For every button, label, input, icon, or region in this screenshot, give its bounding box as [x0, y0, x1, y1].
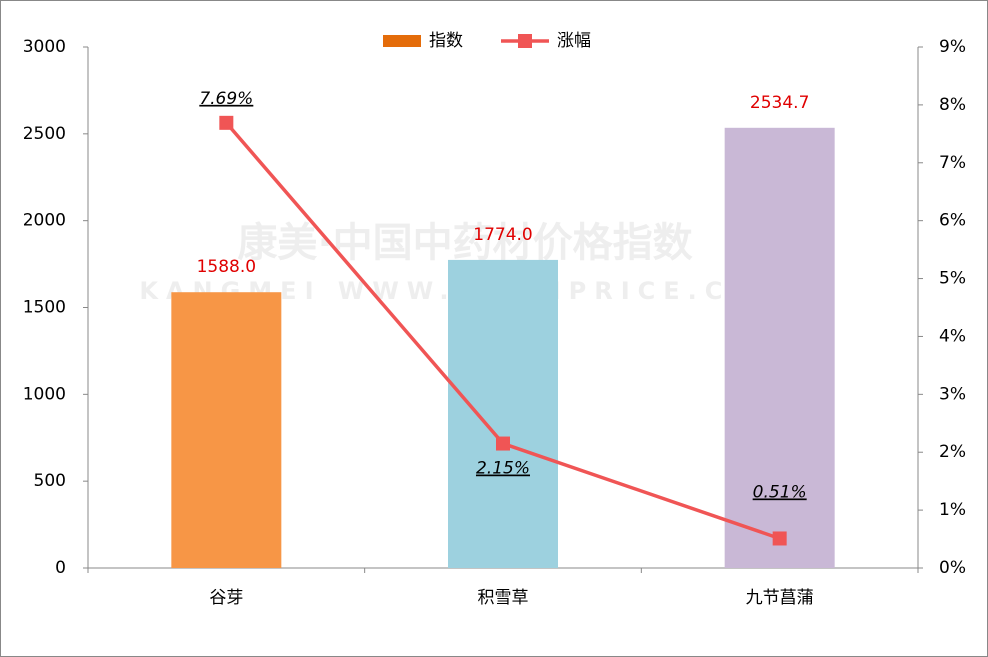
y2-tick-label: 2%	[939, 442, 966, 462]
bar	[171, 292, 282, 568]
x-tick-label: 积雪草	[478, 588, 529, 608]
line-marker	[219, 115, 234, 130]
y-tick-label: 1500	[23, 298, 66, 318]
bar	[448, 259, 558, 568]
y2-tick-label: 8%	[939, 95, 966, 115]
y-tick-label: 3000	[23, 37, 66, 57]
y-tick-label: 2500	[23, 124, 66, 144]
legend-swatch	[383, 35, 421, 47]
x-tick-label: 谷芽	[209, 588, 243, 608]
y2-tick-label: 7%	[939, 153, 966, 173]
legend-swatch	[518, 34, 532, 48]
y2-tick-label: 3%	[939, 384, 966, 404]
y2-tick-label: 5%	[939, 269, 966, 289]
line-value-label: 7.69%	[199, 89, 253, 109]
bar-value-label: 1588.0	[197, 257, 256, 277]
y2-tick-label: 1%	[939, 500, 966, 520]
line-value-label: 0.51%	[753, 482, 807, 502]
y2-tick-label: 0%	[939, 558, 966, 578]
legend-label: 指数	[429, 31, 463, 51]
bar-value-label: 1774.0	[473, 225, 532, 245]
legend-label: 涨幅	[557, 31, 591, 51]
y-tick-label: 1000	[23, 384, 66, 404]
y2-tick-label: 6%	[939, 211, 966, 231]
y2-tick-label: 4%	[939, 326, 966, 346]
watermark: 康美·中国中药材价格指数	[237, 220, 692, 266]
line-marker	[496, 436, 510, 451]
bar-value-label: 2534.7	[750, 93, 809, 113]
y-tick-label: 0	[55, 558, 66, 578]
x-tick-label: 九节菖蒲	[746, 588, 814, 608]
y-tick-label: 2000	[23, 211, 66, 231]
y-tick-label: 500	[34, 471, 66, 491]
line-value-label: 2.15%	[476, 459, 530, 479]
bar	[724, 127, 835, 568]
line-marker	[772, 531, 787, 546]
y2-tick-label: 9%	[939, 37, 966, 57]
